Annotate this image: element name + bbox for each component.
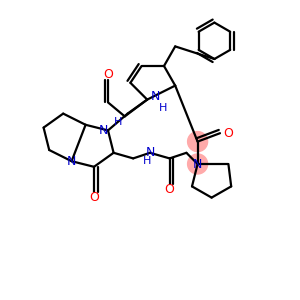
Text: N: N	[99, 124, 109, 137]
Text: N: N	[145, 146, 155, 159]
Text: O: O	[103, 68, 113, 81]
Text: H: H	[143, 156, 152, 166]
Text: O: O	[224, 127, 233, 140]
Circle shape	[188, 154, 208, 174]
Text: H: H	[114, 117, 122, 127]
Text: O: O	[89, 191, 99, 204]
Text: H: H	[158, 103, 167, 113]
Text: O: O	[165, 183, 175, 196]
Text: N: N	[151, 90, 160, 103]
Text: N: N	[193, 158, 202, 170]
Text: N: N	[67, 155, 76, 168]
Circle shape	[188, 132, 208, 152]
